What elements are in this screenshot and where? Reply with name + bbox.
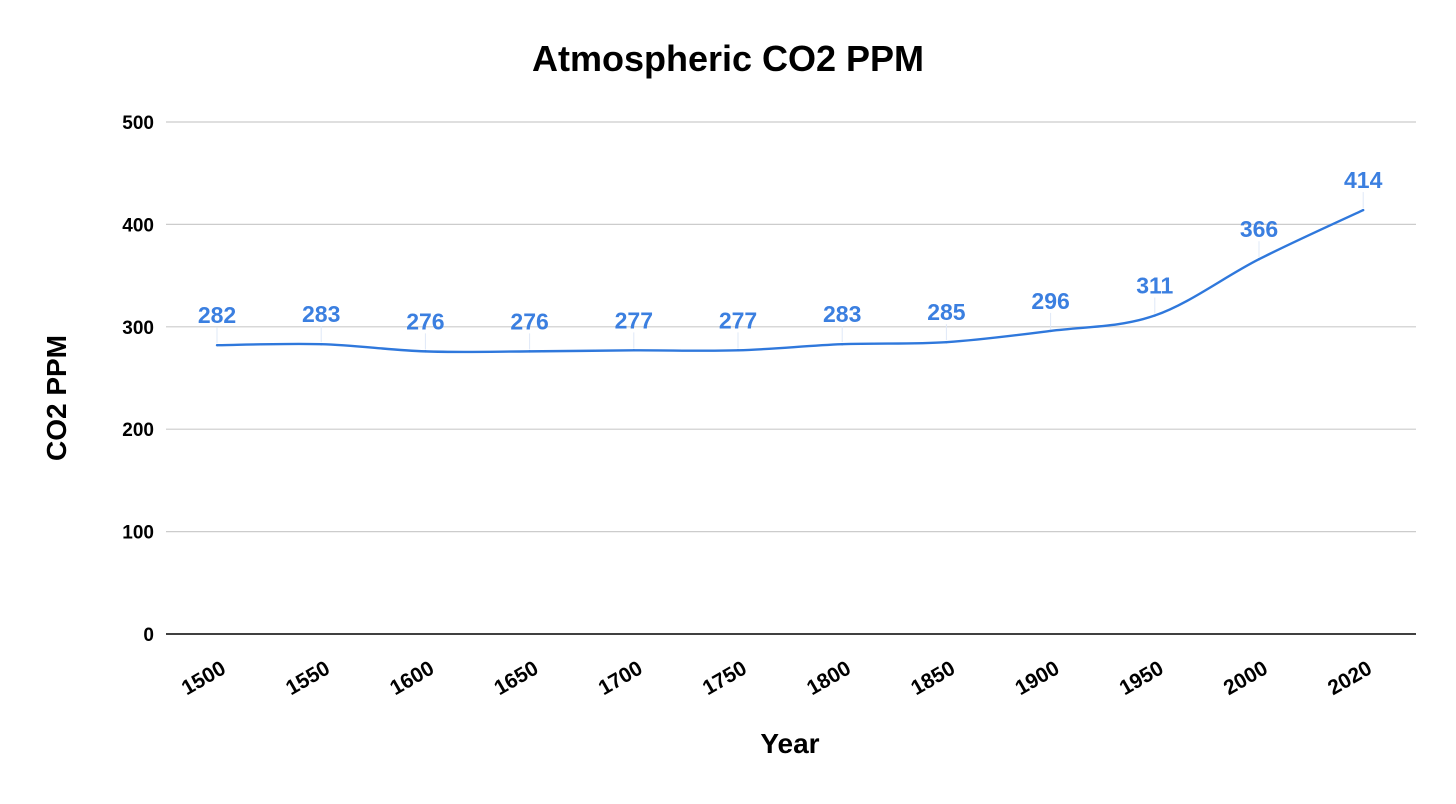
x-tick-label: 1900 — [1011, 657, 1063, 700]
data-label: 366 — [1240, 216, 1278, 242]
data-point — [320, 343, 323, 346]
y-axis-label: CO2 PPM — [41, 334, 72, 462]
y-tick-label: 100 — [122, 523, 154, 544]
y-tick-label: 300 — [122, 318, 154, 339]
data-label: 282 — [198, 302, 236, 328]
x-tick-label: 2020 — [1324, 657, 1376, 700]
data-point — [1362, 208, 1365, 212]
series-line-co2-ppm — [216, 208, 1364, 354]
data-point — [1153, 314, 1157, 317]
x-tick-label: 2000 — [1220, 657, 1272, 700]
data-label: 311 — [1136, 273, 1173, 299]
data-label: 296 — [1031, 288, 1069, 314]
data-point — [736, 349, 740, 352]
x-tick-label: 1800 — [803, 657, 855, 700]
x-tick-label: 1850 — [907, 657, 959, 700]
data-label: 283 — [823, 301, 861, 327]
data-point — [528, 350, 531, 353]
data-point — [945, 340, 948, 344]
data-point — [215, 344, 219, 347]
data-point — [424, 350, 427, 353]
data-point — [841, 343, 844, 346]
chart-title: Atmospheric CO2 PPM — [531, 38, 925, 79]
data-label: 276 — [406, 308, 444, 334]
data-label: 276 — [510, 308, 548, 334]
y-tick-label: 400 — [122, 215, 154, 236]
data-label: 277 — [615, 307, 653, 333]
x-tick-label: 1600 — [386, 657, 438, 700]
data-label: 285 — [927, 299, 966, 325]
data-label: 277 — [719, 307, 757, 333]
data-point — [1049, 329, 1052, 333]
x-tick-label: 1700 — [595, 657, 647, 700]
y-tick-label: 500 — [122, 113, 154, 134]
x-axis-label: Year — [760, 728, 820, 759]
x-tick-label: 1500 — [178, 657, 230, 700]
x-tick-label: 1750 — [699, 657, 751, 700]
data-label: 283 — [302, 301, 340, 327]
x-tick-label: 1550 — [282, 657, 334, 700]
x-tick-label: 1650 — [490, 657, 542, 700]
data-point — [1257, 258, 1261, 261]
y-tick-label: 200 — [122, 420, 154, 441]
x-tick-label: 1950 — [1116, 657, 1168, 700]
data-point — [632, 349, 635, 352]
data-label: 414 — [1344, 167, 1383, 193]
y-tick-label: 0 — [143, 625, 154, 646]
